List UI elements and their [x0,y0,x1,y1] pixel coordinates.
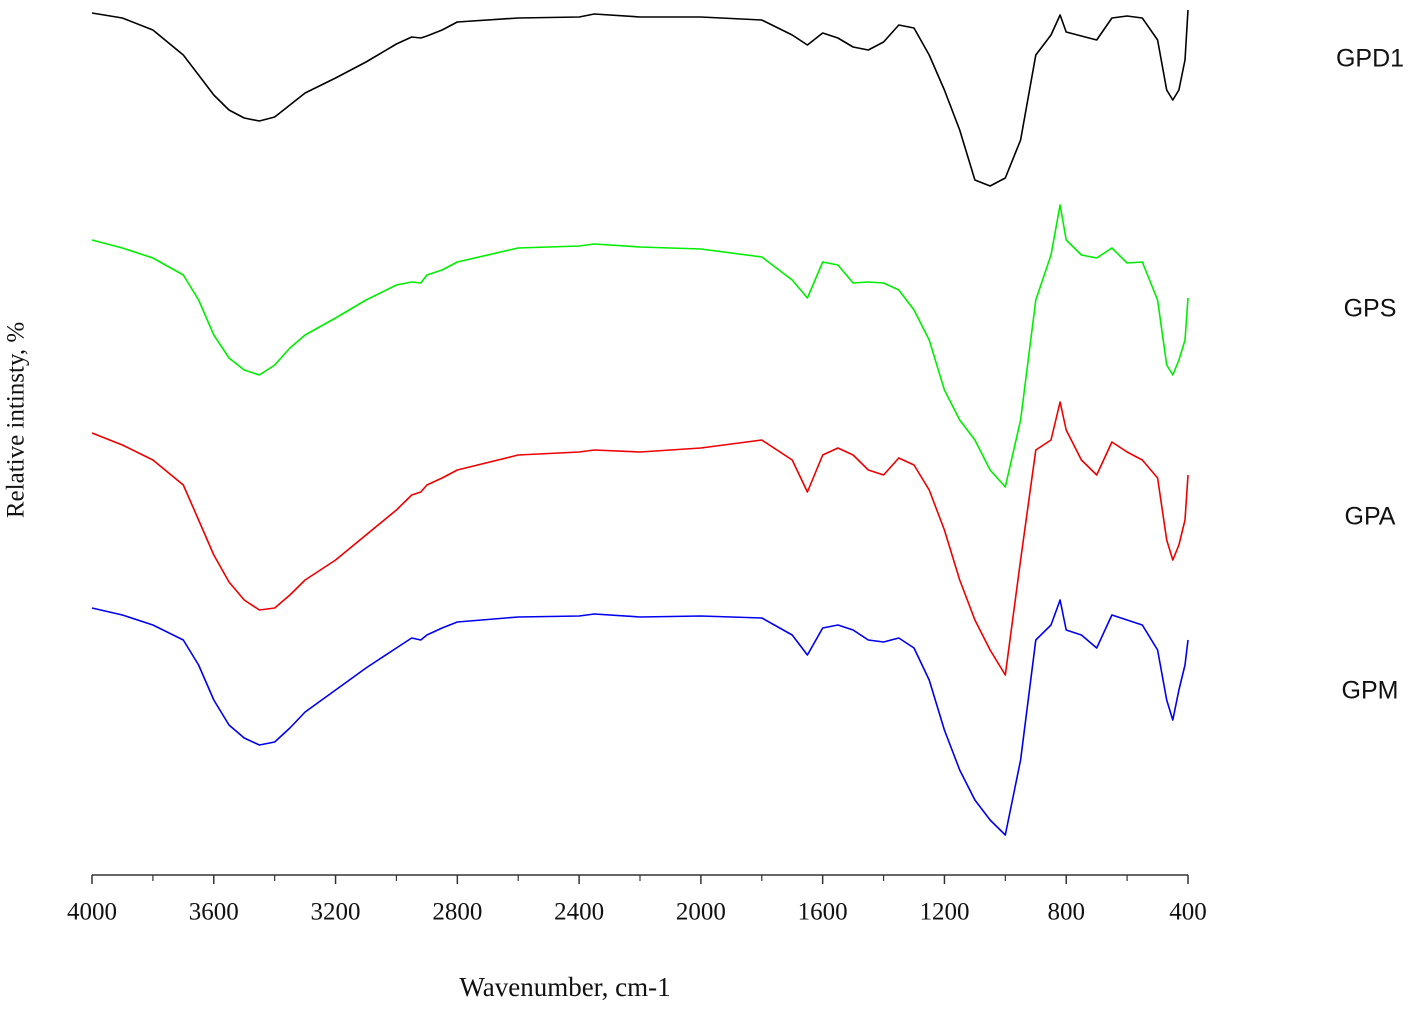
x-tick-label: 2400 [554,899,604,926]
series-label: GPM [1342,677,1399,705]
spectrum-line [91,9,1189,187]
x-tick-label: 3600 [189,899,239,926]
series-label: GPA [1345,503,1396,531]
x-tick-label: 2000 [676,899,726,926]
series-label: GPD1 [1336,45,1404,73]
x-tick-label: 3200 [311,899,361,926]
x-axis-label: Wavenumber, cm-1 [459,972,670,1002]
spectrum-line [91,599,1189,836]
spectrum-line [91,401,1189,676]
x-tick-label: 2800 [432,899,482,926]
x-tick-label: 4000 [67,899,117,926]
x-tick-label: 1200 [919,899,969,926]
spectrum-line [91,204,1189,488]
x-tick-label: 1600 [798,899,848,926]
x-tick-label: 400 [1169,899,1207,926]
x-tick-label: 800 [1047,899,1085,926]
y-axis-label: Relative intinsty, % [3,322,30,518]
series-label: GPS [1344,295,1397,323]
